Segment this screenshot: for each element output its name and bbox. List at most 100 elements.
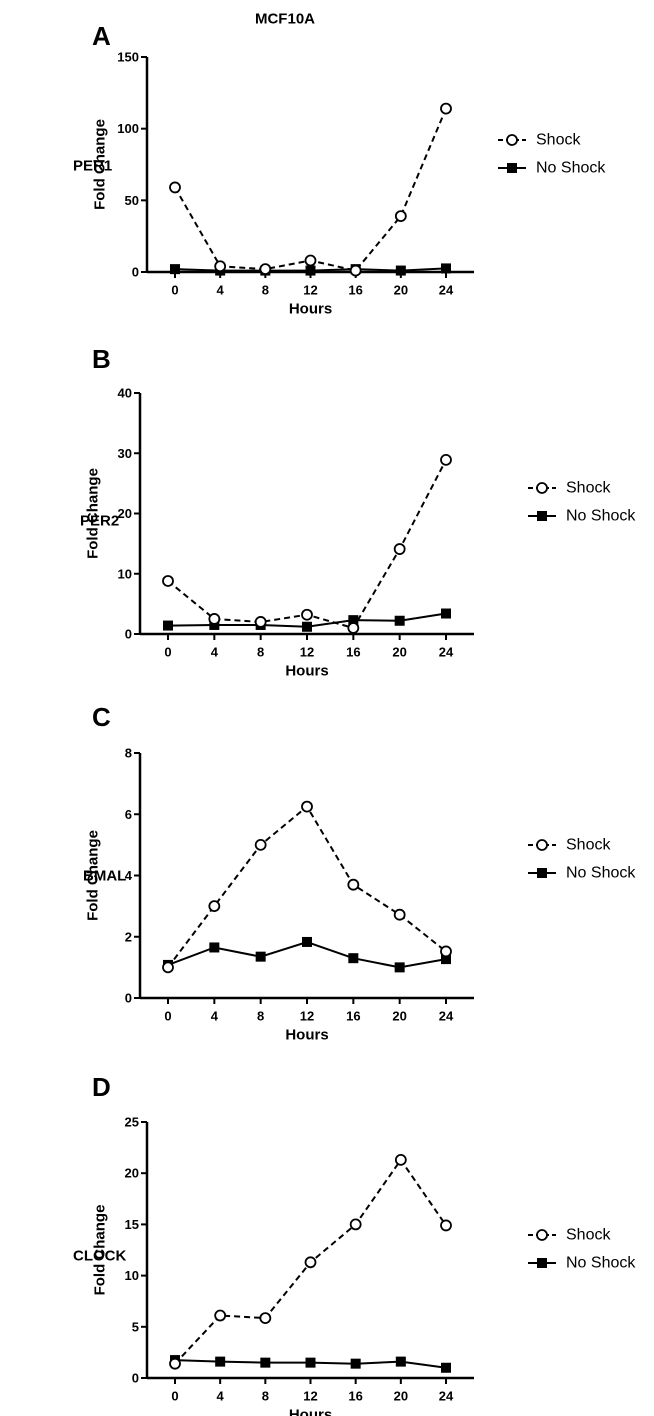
y-tick-label: 4 bbox=[125, 868, 133, 883]
y-tick-label: 20 bbox=[125, 1166, 139, 1181]
x-tick-label: 4 bbox=[217, 1389, 225, 1404]
shock-data-point bbox=[347, 878, 360, 891]
shock-data-point bbox=[259, 1312, 272, 1324]
x-tick-label: 8 bbox=[257, 645, 264, 660]
x-tick-label: 20 bbox=[392, 645, 406, 660]
shock-data-point bbox=[304, 254, 317, 267]
no-shock-data-point bbox=[394, 962, 405, 973]
y-tick-label: 0 bbox=[125, 991, 132, 1006]
shock-data-point bbox=[304, 1256, 317, 1269]
y-tick-label: 20 bbox=[118, 506, 132, 521]
shock-data-point bbox=[301, 800, 313, 813]
shock-data-point bbox=[440, 945, 452, 958]
y-tick-label: 0 bbox=[132, 265, 139, 280]
no-shock-data-point bbox=[209, 942, 220, 953]
x-tick-label: 0 bbox=[164, 1009, 171, 1024]
x-tick-label: 20 bbox=[394, 1389, 408, 1404]
y-tick-label: 8 bbox=[125, 746, 132, 761]
shock-data-point bbox=[440, 102, 452, 115]
panel-letter: B bbox=[92, 344, 111, 374]
shock-data-point bbox=[254, 616, 267, 628]
y-tick-label: 50 bbox=[125, 193, 139, 208]
x-tick-label: 8 bbox=[262, 283, 269, 298]
y-tick-label: 10 bbox=[118, 566, 132, 581]
panel-d: D CLOCK 0 5 10 15 20 25 0 4 8 12 16 20 24 Hours Fold Cha… bbox=[73, 1072, 636, 1416]
x-tick-label: 16 bbox=[348, 283, 362, 298]
y-axis-title: Fold Change bbox=[85, 830, 102, 921]
shock-data-point bbox=[393, 543, 406, 555]
x-tick-label: 8 bbox=[257, 1009, 264, 1024]
legend: Shock No Shock bbox=[528, 837, 636, 882]
legend-no-shock-marker bbox=[537, 1258, 547, 1268]
panel-b: B PER2 0 10 20 30 40 0 4 8 12 16 20 24 Hours Fold Chang… bbox=[80, 344, 636, 680]
figure-title: MCF10A bbox=[255, 11, 315, 28]
y-axis-title: Fold Change bbox=[92, 1205, 109, 1296]
shock-data-point bbox=[301, 608, 313, 621]
x-tick-label: 24 bbox=[439, 283, 454, 298]
legend-shock-marker bbox=[536, 839, 548, 851]
gene-label: BMAL bbox=[83, 868, 126, 885]
y-tick-label: 6 bbox=[125, 807, 132, 822]
no-shock-data-point bbox=[215, 1356, 226, 1367]
shock-data-point bbox=[208, 900, 221, 913]
shock-data-point bbox=[214, 1309, 227, 1322]
x-tick-label: 24 bbox=[439, 1009, 454, 1024]
legend-shock-label: Shock bbox=[566, 1227, 611, 1244]
legend-no-shock-marker bbox=[537, 868, 547, 878]
shock-series-line bbox=[174, 108, 447, 272]
x-tick-label: 0 bbox=[171, 1389, 178, 1404]
y-tick-label: 25 bbox=[125, 1115, 139, 1130]
x-tick-label: 4 bbox=[217, 283, 225, 298]
no-shock-data-point bbox=[255, 951, 266, 962]
legend-no-shock-marker bbox=[537, 511, 547, 521]
legend-shock-marker bbox=[536, 482, 548, 494]
y-axis-title: Fold Change bbox=[85, 468, 102, 559]
x-tick-label: 0 bbox=[164, 645, 171, 660]
no-shock-data-point bbox=[441, 263, 451, 274]
y-tick-label: 150 bbox=[117, 50, 139, 65]
no-shock-data-point bbox=[209, 619, 220, 630]
shock-data-point bbox=[214, 260, 227, 273]
x-tick-label: 12 bbox=[303, 283, 317, 298]
y-tick-label: 5 bbox=[132, 1319, 139, 1334]
shock-data-point bbox=[394, 1153, 407, 1166]
no-shock-data-point bbox=[302, 936, 312, 947]
legend-no-shock-label: No Shock bbox=[566, 1255, 636, 1272]
panel-letter: D bbox=[92, 1072, 111, 1102]
x-tick-label: 12 bbox=[300, 1009, 314, 1024]
no-shock-data-point bbox=[395, 1356, 406, 1367]
y-tick-label: 40 bbox=[118, 386, 132, 401]
no-shock-data-point bbox=[260, 1357, 271, 1368]
shock-data-point bbox=[440, 1219, 452, 1232]
no-shock-data-point bbox=[441, 954, 451, 965]
panel-letter: A bbox=[92, 21, 111, 51]
no-shock-data-point bbox=[170, 264, 180, 275]
legend-no-shock-label: No Shock bbox=[566, 865, 636, 882]
y-tick-label: 0 bbox=[132, 1371, 139, 1386]
shock-data-point bbox=[393, 908, 406, 921]
no-shock-data-point bbox=[348, 953, 359, 964]
legend-no-shock-label: No Shock bbox=[536, 160, 606, 177]
no-shock-data-point bbox=[441, 608, 451, 619]
x-tick-label: 12 bbox=[300, 645, 314, 660]
x-tick-label: 0 bbox=[171, 283, 178, 298]
x-tick-label: 4 bbox=[211, 1009, 219, 1024]
legend-no-shock-marker bbox=[507, 163, 517, 173]
x-axis-title: Hours bbox=[289, 301, 332, 318]
no-shock-data-point bbox=[163, 620, 173, 631]
panel-letter: C bbox=[92, 702, 111, 732]
no-shock-data-point bbox=[348, 615, 359, 626]
no-shock-data-point bbox=[350, 1358, 361, 1369]
x-axis-title: Hours bbox=[289, 1407, 332, 1416]
gene-label: CLOCK bbox=[73, 1248, 126, 1265]
y-tick-label: 30 bbox=[118, 446, 132, 461]
shock-data-point bbox=[349, 1218, 362, 1231]
x-axis-title: Hours bbox=[285, 1027, 328, 1044]
no-shock-data-point bbox=[441, 1362, 451, 1373]
no-shock-data-point bbox=[302, 621, 312, 632]
y-tick-label: 0 bbox=[125, 627, 132, 642]
gene-label: PER1 bbox=[73, 158, 112, 175]
shock-series-line bbox=[167, 459, 447, 630]
